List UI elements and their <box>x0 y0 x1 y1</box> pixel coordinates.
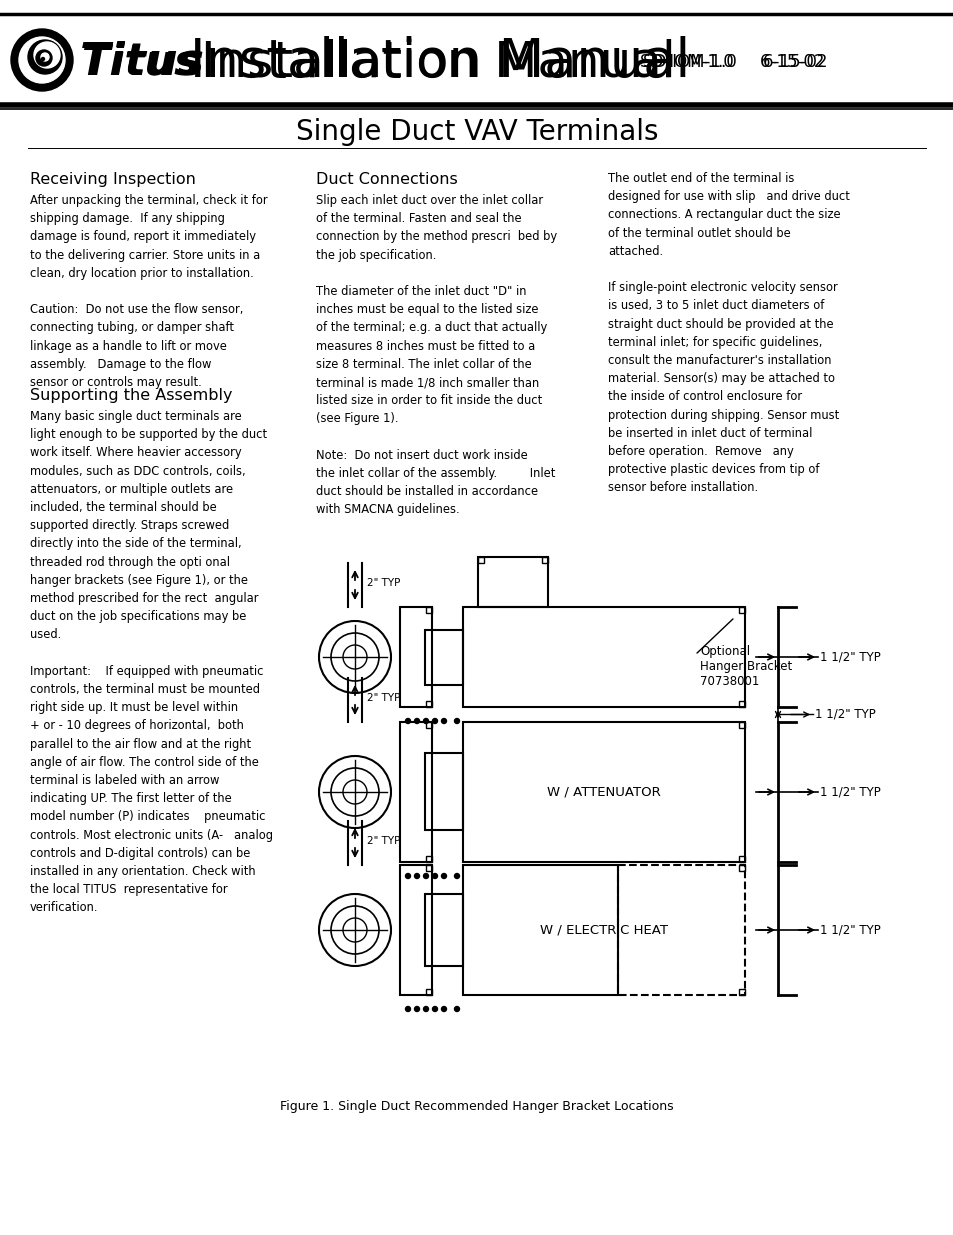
Text: Slip each inlet duct over the inlet collar
of the terminal. Fasten and seal the
: Slip each inlet duct over the inlet coll… <box>315 194 557 516</box>
Bar <box>477 557 483 563</box>
Bar <box>739 606 744 613</box>
Bar <box>462 606 744 706</box>
Bar <box>424 894 462 966</box>
Bar <box>399 722 432 862</box>
Bar <box>618 864 744 995</box>
Text: 1 1/2" TYP: 1 1/2" TYP <box>820 651 880 663</box>
Text: SD-IOM-1.0     6-15-02: SD-IOM-1.0 6-15-02 <box>639 53 823 70</box>
Text: SD-IOM-1.0     6-15-02: SD-IOM-1.0 6-15-02 <box>642 53 826 70</box>
Circle shape <box>41 53 49 61</box>
Bar <box>424 630 462 684</box>
Circle shape <box>423 873 428 878</box>
Text: 1 1/2" TYP: 1 1/2" TYP <box>820 785 880 799</box>
Text: Installation Manual: Installation Manual <box>190 36 689 88</box>
Text: Receiving Inspection: Receiving Inspection <box>30 172 195 186</box>
Circle shape <box>414 719 419 724</box>
Circle shape <box>28 40 62 74</box>
Text: Installation Manual: Installation Manual <box>200 38 675 86</box>
Text: 1 1/2" TYP: 1 1/2" TYP <box>820 924 880 936</box>
Circle shape <box>454 719 459 724</box>
Bar <box>739 864 744 871</box>
Bar <box>426 989 432 995</box>
Circle shape <box>19 37 65 83</box>
Circle shape <box>405 719 410 724</box>
Bar <box>399 864 432 995</box>
Circle shape <box>414 1007 419 1011</box>
Circle shape <box>34 42 60 68</box>
Circle shape <box>42 58 45 61</box>
Bar <box>399 606 432 706</box>
Circle shape <box>36 49 52 65</box>
Text: W / ATTENUATOR: W / ATTENUATOR <box>547 785 660 799</box>
Circle shape <box>454 873 459 878</box>
Circle shape <box>423 719 428 724</box>
Bar <box>424 753 462 830</box>
Circle shape <box>12 30 71 90</box>
Bar <box>426 856 432 862</box>
Text: 1 1/2" TYP: 1 1/2" TYP <box>814 708 875 721</box>
Text: After unpacking the terminal, check it for
shipping damage.  If any shipping
dam: After unpacking the terminal, check it f… <box>30 194 268 389</box>
Bar <box>739 856 744 862</box>
Text: Optional
Hanger Bracket
70738001: Optional Hanger Bracket 70738001 <box>700 645 791 688</box>
Bar <box>426 864 432 871</box>
Circle shape <box>405 1007 410 1011</box>
Bar <box>426 722 432 727</box>
Bar <box>462 722 744 862</box>
Bar <box>541 557 547 563</box>
Text: Duct Connections: Duct Connections <box>315 172 457 186</box>
Polygon shape <box>12 36 71 90</box>
Circle shape <box>30 43 61 73</box>
Circle shape <box>38 53 48 63</box>
Text: Titus: Titus <box>82 41 198 83</box>
Text: 2" TYP: 2" TYP <box>367 578 400 588</box>
Text: The outlet end of the terminal is
designed for use with slip   and drive duct
co: The outlet end of the terminal is design… <box>607 172 849 494</box>
Circle shape <box>405 873 410 878</box>
Circle shape <box>414 873 419 878</box>
Text: Single Duct VAV Terminals: Single Duct VAV Terminals <box>295 119 658 146</box>
Bar <box>462 864 618 995</box>
Text: Figure 1. Single Duct Recommended Hanger Bracket Locations: Figure 1. Single Duct Recommended Hanger… <box>280 1100 673 1113</box>
Circle shape <box>454 1007 459 1011</box>
Circle shape <box>423 1007 428 1011</box>
Text: 2" TYP: 2" TYP <box>367 693 400 703</box>
Bar <box>426 606 432 613</box>
Text: 2" TYP: 2" TYP <box>367 836 400 846</box>
Bar <box>739 701 744 706</box>
Text: Supporting the Assembly: Supporting the Assembly <box>30 388 233 403</box>
Circle shape <box>432 873 437 878</box>
Circle shape <box>20 38 64 82</box>
Text: W / ELECTRIC HEAT: W / ELECTRIC HEAT <box>539 924 667 936</box>
Bar <box>426 701 432 706</box>
Circle shape <box>11 28 73 91</box>
Bar <box>477 557 547 606</box>
Circle shape <box>432 1007 437 1011</box>
Bar <box>739 722 744 727</box>
Circle shape <box>441 719 446 724</box>
Circle shape <box>35 47 53 65</box>
Circle shape <box>40 57 44 61</box>
Circle shape <box>432 719 437 724</box>
Circle shape <box>441 873 446 878</box>
Circle shape <box>441 1007 446 1011</box>
Text: Many basic single duct terminals are
light enough to be supported by the duct
wo: Many basic single duct terminals are lig… <box>30 410 273 914</box>
Bar <box>739 989 744 995</box>
Text: Titus: Titus <box>80 41 205 84</box>
